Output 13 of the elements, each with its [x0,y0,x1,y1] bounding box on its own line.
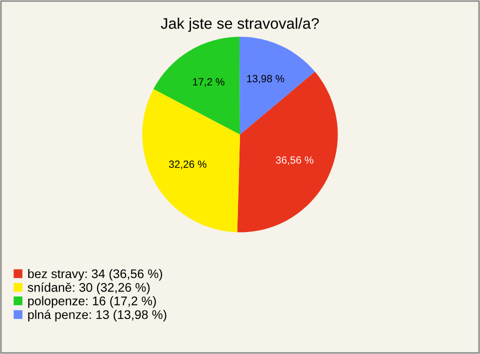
pie-slice [153,36,240,135]
legend-label: bez stravy: 34 (36,56 %) [28,268,162,281]
data-label: 13,98 % [247,74,284,84]
legend-label: polopenze: 16 (17,2 %) [28,296,156,308]
legend-label: snídaně: 30 (32,26 %) [28,282,150,294]
pie-slice [239,36,315,135]
legend-label: plná penze: 13 (13,98 %) [28,310,166,322]
data-label: 17,2 % [193,78,224,87]
pie-slice [142,88,240,232]
data-label: 32,26 % [168,160,206,170]
pie-slice [237,72,338,232]
data-label: 36,56 % [276,156,314,165]
chart-title: Jak jste se stravoval/a? [160,18,319,32]
